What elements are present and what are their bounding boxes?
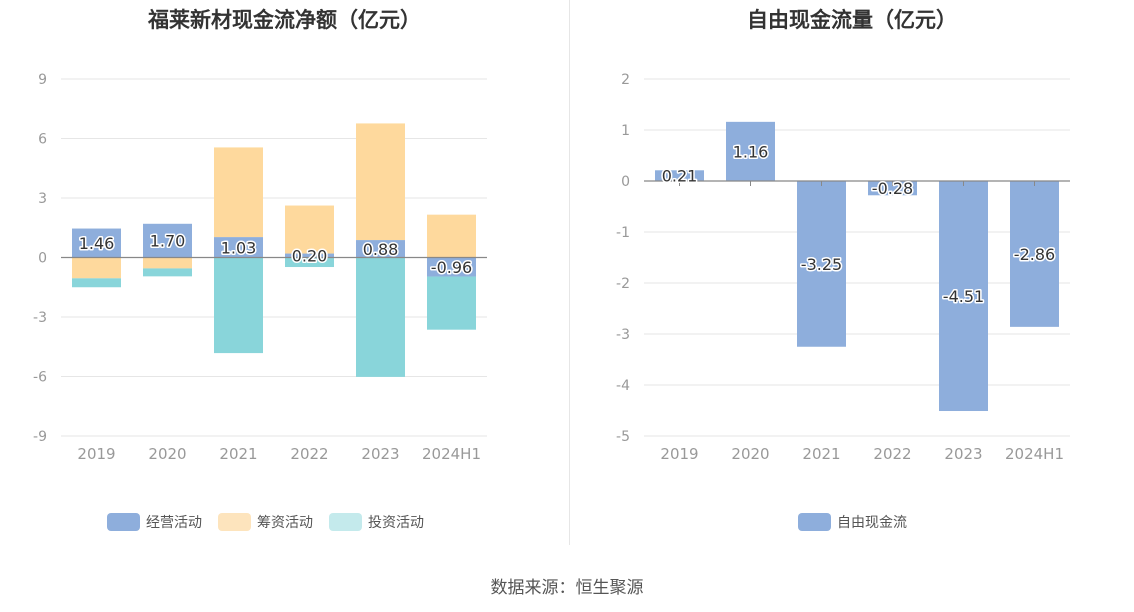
left-bar-投资活动-2024H1	[427, 276, 476, 330]
right-data-label-2020: 1.16	[733, 142, 769, 161]
right-y-tick-label: -3	[616, 327, 630, 343]
right-data-label-2019: 0.21	[662, 167, 698, 186]
left-y-tick-label: 9	[38, 72, 47, 88]
left-data-label-2020: 1.70	[150, 232, 186, 251]
right-y-tick-label: 2	[621, 72, 630, 88]
right-data-label-2021: -3.25	[801, 255, 842, 274]
left-bar-筹资活动-2020	[143, 257, 192, 269]
panel-divider	[569, 0, 570, 545]
left-bar-经营活动-2021	[214, 237, 263, 258]
left-bar-经营活动-2022	[285, 253, 334, 258]
left-bar-经营活动-2023	[356, 240, 405, 258]
left-y-tick-label: 3	[38, 191, 47, 207]
right-x-tick-label: 2022	[873, 445, 911, 463]
left-y-tick-label: -9	[33, 429, 47, 445]
right-legend-item[interactable]: 自由现金流	[798, 512, 907, 532]
left-x-tick-label: 2020	[148, 445, 186, 463]
left-y-tick-label: -6	[33, 370, 47, 386]
left-data-label-2022: 0.20	[292, 247, 328, 266]
left-legend-swatch	[107, 513, 140, 531]
right-bar-自由现金流-2021	[797, 181, 846, 347]
left-x-tick-label: 2022	[290, 445, 328, 463]
left-legend-item[interactable]: 经营活动	[107, 512, 202, 532]
right-x-tick-label: 2021	[802, 445, 840, 463]
left-legend-swatch	[329, 513, 362, 531]
left-y-tick-label: 0	[38, 251, 47, 267]
left-bar-投资活动-2020	[143, 268, 192, 277]
left-legend-item[interactable]: 筹资活动	[218, 512, 313, 532]
left-y-tick-label: -3	[33, 310, 47, 326]
cash-flow-net-chart: 9 6 3 0 -3 -6 -9 2019 2020 2021 2022 2023 2024H1 1.46…	[33, 72, 487, 463]
left-legend-label: 筹资活动	[257, 515, 313, 531]
left-data-label-2024H1: -0.96	[431, 258, 472, 277]
right-x-tick-label: 2023	[944, 445, 982, 463]
left-bar-投资活动-2022	[285, 257, 334, 268]
right-legend: 自由现金流	[798, 512, 907, 532]
right-y-tick-label: -1	[616, 225, 630, 241]
right-x-tick-label: 2024H1	[1005, 445, 1064, 463]
right-data-label-2023: -4.51	[943, 287, 984, 306]
right-bar-自由现金流-2022	[868, 181, 917, 196]
left-bar-筹资活动-2023	[356, 123, 405, 241]
left-chart-title: 福莱新材现金流净额（亿元）	[148, 8, 421, 32]
right-x-tick-label: 2019	[660, 445, 698, 463]
right-bar-自由现金流-2024H1	[1010, 181, 1059, 327]
left-legend-swatch	[218, 513, 251, 531]
left-y-tick-label: 6	[38, 132, 47, 148]
right-bar-自由现金流-2023	[939, 181, 988, 412]
left-bar-筹资活动-2021	[214, 147, 263, 238]
data-source-note: 数据来源：恒生聚源	[490, 578, 644, 598]
left-legend-label: 投资活动	[368, 515, 424, 531]
right-bar-自由现金流-2019	[655, 170, 704, 181]
right-x-tick-label: 2020	[731, 445, 769, 463]
left-bar-经营活动-2020	[143, 223, 192, 258]
left-bar-投资活动-2021	[214, 257, 263, 354]
right-legend-label: 自由现金流	[837, 515, 907, 531]
right-y-tick-label: 0	[621, 174, 630, 190]
left-bar-经营活动-2019	[72, 228, 121, 258]
left-x-tick-label: 2024H1	[422, 445, 481, 463]
right-data-label-2022: -0.28	[872, 179, 913, 198]
left-bar-经营活动-2024H1	[427, 257, 476, 277]
left-bar-投资活动-2023	[356, 257, 405, 377]
left-legend-label: 经营活动	[146, 515, 202, 531]
free-cash-flow-chart: 2 1 0 -1 -2 -3 -4 -5 2019 2020 2021 2022 2023 2024H1 0…	[616, 72, 1070, 463]
left-data-label-2023: 0.88	[363, 240, 399, 259]
left-bar-投资活动-2019	[72, 278, 121, 288]
left-bar-筹资活动-2022	[285, 205, 334, 254]
right-y-tick-label: -2	[616, 276, 630, 292]
left-legend-item[interactable]: 投资活动	[329, 512, 424, 532]
left-x-tick-label: 2023	[361, 445, 399, 463]
right-y-tick-label: -4	[616, 378, 630, 394]
left-bar-筹资活动-2019	[72, 257, 121, 279]
right-chart-title: 自由现金流量（亿元）	[747, 8, 957, 32]
left-x-tick-label: 2019	[77, 445, 115, 463]
left-x-tick-label: 2021	[219, 445, 257, 463]
left-legend: 经营活动 筹资活动 投资活动	[107, 512, 424, 532]
right-y-tick-label: -5	[616, 429, 630, 445]
right-bar-自由现金流-2020	[726, 121, 775, 181]
left-data-label-2019: 1.46	[79, 234, 115, 253]
right-data-label-2024H1: -2.86	[1014, 245, 1055, 264]
left-data-label-2021: 1.03	[221, 238, 257, 257]
right-legend-swatch	[798, 513, 831, 531]
left-bar-筹资活动-2024H1	[427, 214, 476, 258]
right-y-tick-label: 1	[621, 123, 630, 139]
